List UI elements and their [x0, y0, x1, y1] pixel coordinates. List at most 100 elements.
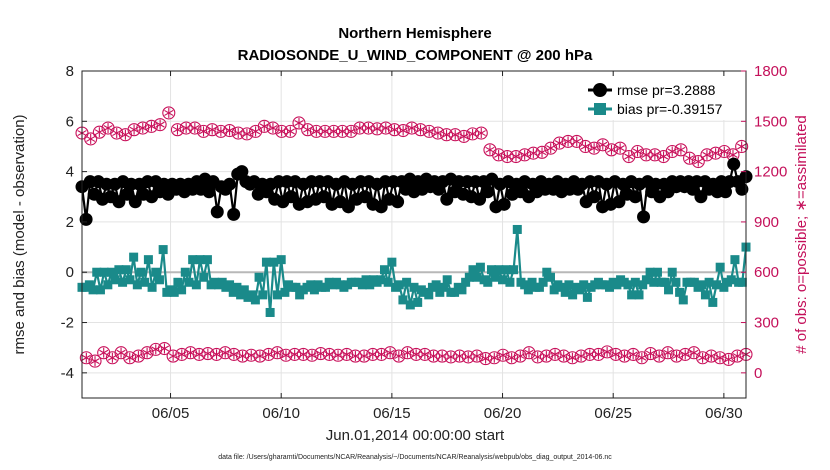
bias-point-160 — [667, 267, 677, 277]
obs-assimilated-point-28 — [198, 126, 209, 137]
asterisk-stroke — [398, 127, 408, 134]
asterisk-stroke — [294, 120, 304, 126]
bias-point-112 — [490, 272, 500, 282]
obs-assimilated-point-131 — [645, 348, 656, 359]
bias-point-105 — [464, 272, 474, 282]
bias-point-13 — [125, 275, 135, 285]
bias-point-133 — [568, 290, 578, 300]
asterisk-stroke — [602, 348, 612, 355]
bias-point-136 — [579, 280, 589, 290]
asterisk-stroke — [138, 125, 148, 131]
bias-point-58 — [291, 282, 301, 292]
bias-point-111 — [486, 265, 496, 275]
rmse-point-159 — [727, 157, 741, 171]
bias-point-7 — [103, 280, 113, 290]
asterisk-stroke — [142, 349, 152, 356]
obs-possible-point-50 — [292, 116, 306, 130]
obs-assimilated-point-114 — [572, 136, 582, 147]
obs-possible-point-83 — [435, 349, 449, 363]
bias-point-29 — [184, 277, 194, 287]
bias-point-152 — [638, 280, 648, 290]
asterisk-stroke — [598, 141, 608, 148]
rmse-point-137 — [637, 210, 651, 224]
asterisk-stroke — [472, 353, 482, 360]
y-right-tick-label-0: 0 — [754, 365, 762, 382]
asterisk-stroke — [619, 353, 630, 360]
bias-point-118 — [512, 224, 522, 234]
obs-assimilated-point-82 — [433, 128, 443, 139]
bias-point-168 — [697, 280, 707, 290]
y-left-tick-label-4: 4 — [66, 164, 74, 181]
y-left-tick-label-3: 2 — [66, 214, 74, 231]
obs-possible-point-66 — [361, 121, 375, 135]
obs-possible-point-91 — [470, 349, 484, 363]
asterisk-stroke — [528, 150, 538, 157]
asterisk-stroke — [333, 352, 343, 359]
obs-assimilated-point-57 — [324, 349, 334, 360]
bias-point-98 — [439, 282, 449, 292]
asterisk-stroke — [554, 140, 564, 147]
bias-point-59 — [295, 290, 305, 300]
asterisk-stroke — [658, 153, 669, 160]
asterisk-stroke — [376, 351, 387, 358]
asterisk-stroke — [155, 121, 165, 128]
obs-assimilated-point-87 — [454, 351, 465, 362]
asterisk-stroke — [459, 133, 469, 140]
obs-assimilated-point-46 — [277, 126, 287, 137]
asterisk-stroke — [402, 349, 413, 356]
obs-possible-point-64 — [353, 121, 367, 135]
x-tick-label-3: 06/20 — [484, 405, 522, 422]
rmse-point-99 — [481, 185, 495, 199]
asterisk-stroke — [585, 351, 595, 358]
rmse-point-59 — [317, 190, 331, 204]
asterisk-stroke — [346, 128, 356, 135]
asterisk-stroke — [181, 125, 191, 131]
bias-point-27 — [177, 285, 187, 295]
bias-point-148 — [623, 280, 633, 290]
obs-assimilated-point-99 — [507, 352, 517, 363]
bias-point-18 — [143, 255, 153, 265]
obs-possible-point-131 — [643, 347, 658, 361]
obs-assimilated-point-38 — [242, 128, 252, 139]
obs-possible-point-105 — [531, 350, 545, 364]
bias-point-166 — [689, 277, 699, 287]
asterisk-stroke — [94, 129, 104, 136]
obs-assimilated-point-64 — [355, 123, 365, 134]
obs-assimilated-point-73 — [394, 351, 404, 362]
obs-assimilated-point-15 — [142, 347, 152, 358]
rmse-point-1 — [79, 212, 93, 226]
bias-point-163 — [678, 295, 688, 305]
obs-assimilated-point-126 — [624, 151, 634, 162]
asterisk-stroke — [572, 138, 582, 145]
bias-point-5 — [95, 285, 105, 295]
bias-point-34 — [202, 255, 212, 265]
obs-possible-point-133 — [652, 349, 666, 363]
bias-point-122 — [527, 277, 537, 287]
obs-assimilated-point-86 — [450, 129, 460, 140]
asterisk-stroke — [706, 353, 716, 360]
x-tick-label-5: 06/30 — [705, 405, 743, 422]
obs-possible-point-89 — [461, 350, 475, 364]
chart-subtitle: RADIOSONDE_U_WIND_COMPONENT @ 200 hPa — [238, 47, 593, 64]
y-left-tick-label-2: 0 — [66, 264, 74, 281]
asterisk-stroke — [129, 126, 139, 133]
obs-assimilated-point-56 — [320, 126, 330, 137]
asterisk-stroke — [246, 352, 256, 359]
asterisk-stroke — [546, 145, 556, 152]
obs-assimilated-point-120 — [598, 139, 608, 150]
asterisk-stroke — [177, 351, 187, 358]
rmse-point-161 — [735, 182, 749, 196]
bias-point-11 — [118, 277, 128, 287]
obs-possible-point-74 — [396, 123, 410, 138]
obs-assimilated-point-25 — [185, 347, 196, 358]
asterisk-stroke — [172, 126, 183, 133]
bias-point-31 — [191, 280, 201, 290]
asterisk-stroke — [650, 151, 660, 158]
obs-assimilated-point-8 — [112, 128, 122, 139]
bias-point-38 — [217, 277, 227, 287]
bias-point-63 — [309, 285, 319, 295]
bias-point-12 — [121, 265, 131, 275]
bias-point-170 — [704, 277, 714, 287]
bias-point-97 — [435, 287, 445, 297]
obs-assimilated-point-110 — [554, 138, 564, 149]
